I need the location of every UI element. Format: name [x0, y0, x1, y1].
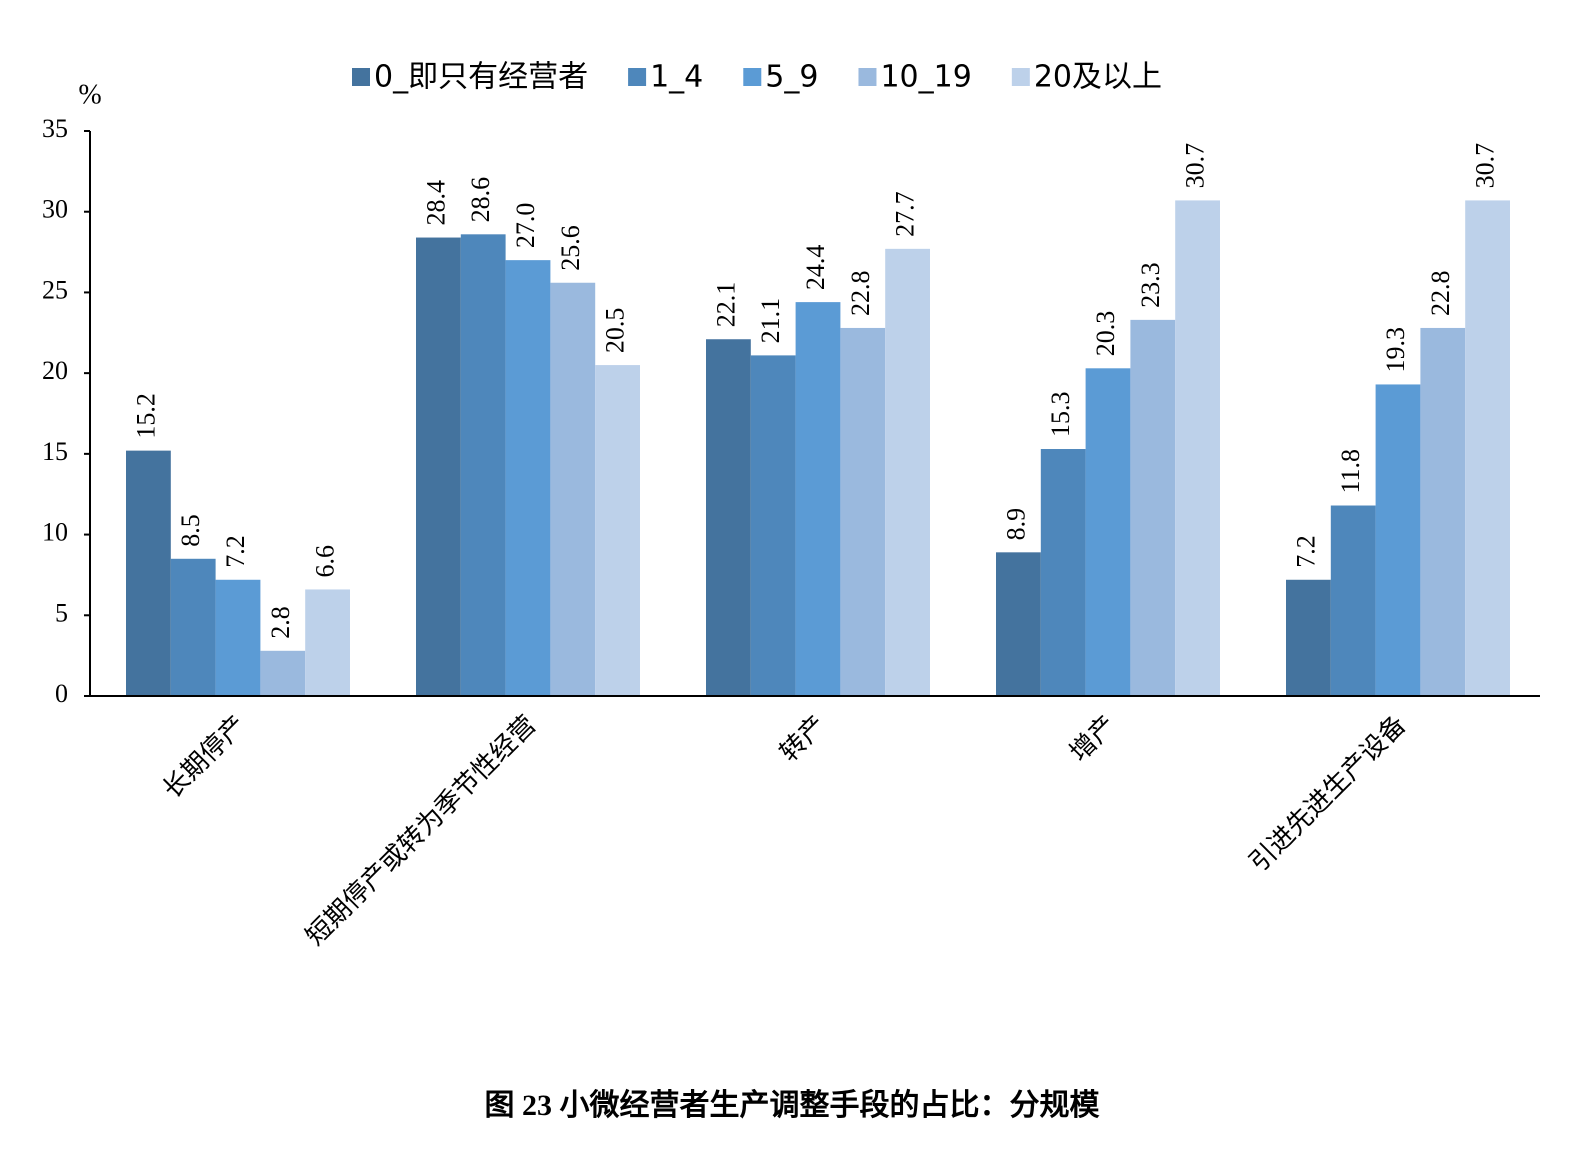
- legend-swatch: [352, 68, 370, 86]
- data-label: 30.7: [1181, 143, 1210, 189]
- bar: [1130, 319, 1176, 696]
- legend-swatch: [628, 68, 647, 86]
- data-label: 19.3: [1381, 327, 1410, 373]
- bar: [840, 327, 886, 696]
- bar: [215, 579, 261, 696]
- data-label: 28.4: [421, 180, 450, 226]
- bar: [505, 260, 551, 696]
- data-label: 28.6: [466, 177, 495, 223]
- bar: [170, 558, 216, 696]
- bar: [1330, 505, 1376, 696]
- x-tick-label: 长期停产: [157, 710, 251, 804]
- bar: [706, 339, 751, 696]
- data-label: 24.4: [801, 245, 830, 291]
- data-label: 20.3: [1091, 311, 1120, 357]
- y-axis-label: %: [78, 79, 101, 110]
- data-label: 27.0: [511, 203, 540, 249]
- x-tick-label: 引进先进生产设备: [1244, 710, 1412, 878]
- data-label: 7.2: [221, 535, 250, 568]
- bar: [1420, 327, 1466, 696]
- bar: [126, 450, 171, 696]
- bar: [1465, 200, 1510, 696]
- y-tick-label: 20: [42, 356, 68, 385]
- legend-swatch: [858, 68, 877, 86]
- bar: [750, 355, 796, 696]
- data-label: 7.2: [1291, 535, 1320, 568]
- bar: [1286, 579, 1331, 696]
- legend-label: 1_4: [650, 60, 703, 95]
- y-tick-label: 0: [55, 679, 68, 708]
- bar: [1040, 449, 1086, 696]
- legend-label: 10_19: [880, 60, 971, 95]
- legend-swatch: [743, 68, 762, 86]
- data-label: 22.8: [1426, 270, 1455, 316]
- x-tick-label: 短期停产或转为季节性经营: [300, 710, 541, 951]
- data-label: 21.1: [756, 298, 785, 344]
- legend-swatch: [1011, 68, 1030, 86]
- x-tick-label: 增产: [1064, 710, 1121, 767]
- y-tick-label: 35: [42, 114, 68, 143]
- bar: [1085, 368, 1131, 696]
- data-label: 22.1: [711, 282, 740, 328]
- chart-title: 图 23 小微经营者生产调整手段的占比：分规模: [485, 1088, 1100, 1122]
- data-label: 22.8: [846, 270, 875, 316]
- legend-label: 0_即只有经营者: [374, 60, 588, 95]
- bar: [550, 282, 596, 696]
- data-label: 15.2: [131, 393, 160, 439]
- bar: [595, 365, 640, 696]
- legend-label: 20及以上: [1034, 60, 1162, 95]
- data-label: 20.5: [601, 308, 630, 354]
- legend-label: 5_9: [765, 60, 818, 95]
- data-label: 15.3: [1046, 392, 1075, 438]
- data-label: 27.7: [891, 191, 920, 237]
- data-label: 11.8: [1336, 449, 1365, 494]
- y-tick-label: 25: [42, 275, 68, 304]
- data-label: 8.9: [1001, 508, 1030, 541]
- data-label: 6.6: [311, 545, 340, 578]
- y-tick-label: 30: [42, 195, 68, 224]
- y-tick-label: 15: [42, 437, 68, 466]
- y-tick-label: 10: [42, 518, 68, 547]
- bar: [795, 302, 841, 696]
- data-label: 23.3: [1136, 262, 1165, 308]
- bar: [460, 234, 506, 697]
- data-label: 8.5: [176, 514, 205, 547]
- bar: [1175, 200, 1220, 696]
- data-label: 30.7: [1471, 143, 1500, 189]
- data-label: 2.8: [266, 606, 295, 639]
- bar: [416, 237, 461, 697]
- bar: [305, 589, 350, 696]
- bar: [996, 552, 1041, 696]
- y-tick-label: 5: [55, 598, 68, 627]
- data-label: 25.6: [556, 225, 585, 271]
- bar: [260, 650, 306, 696]
- x-tick-label: 转产: [774, 710, 831, 767]
- bar: [1375, 384, 1421, 696]
- bar: [885, 248, 930, 697]
